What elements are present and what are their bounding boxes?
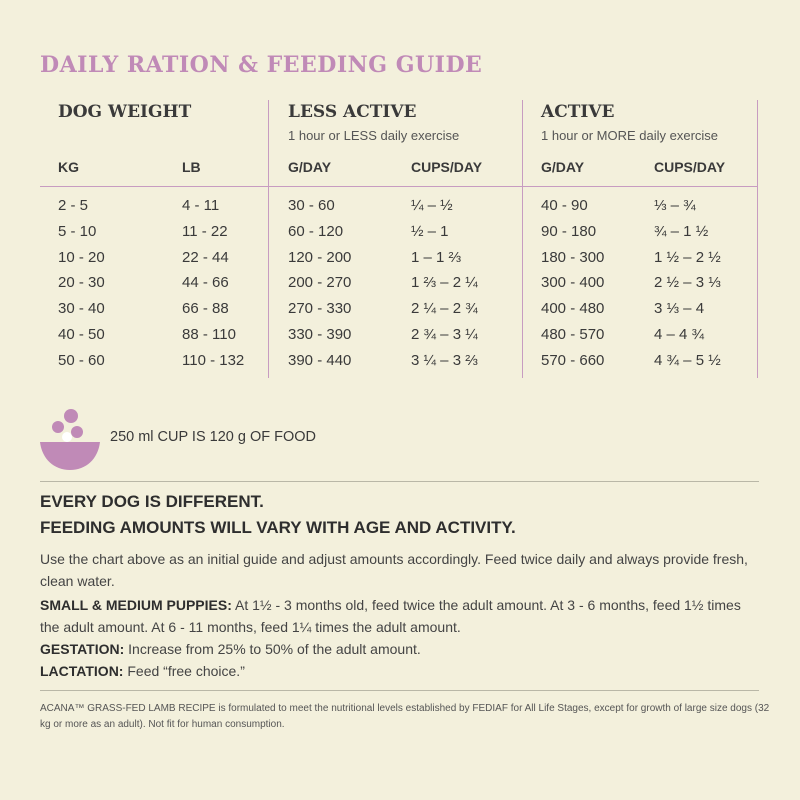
cell-active-g: 180 - 300: [541, 248, 605, 266]
headline-every-dog: EVERY DOG IS DIFFERENT.: [40, 492, 264, 511]
cell-less-active-cups: ½ – 1: [411, 222, 449, 240]
cell-active-cups: 1 ½ – 2 ½: [654, 248, 721, 266]
cell-active-g: 300 - 400: [541, 274, 605, 292]
cell-kg: 40 - 50: [58, 325, 105, 343]
cell-lb: 110 - 132: [182, 351, 245, 369]
page-title: DAILY RATION & FEEDING GUIDE: [40, 52, 483, 78]
column-divider: [522, 100, 523, 378]
cell-less-active-cups: 1 ⅔ – 2 ¼: [411, 274, 478, 292]
cell-active-g: 40 - 90: [541, 197, 588, 214]
cell-less-active-g: 390 - 440: [288, 351, 352, 369]
cell-kg: 30 - 40: [58, 300, 105, 318]
column-active-cups: ⅓ – ¾ ¾ – 1 ½ 1 ½ – 2 ½ 2 ½ – 3 ⅓ 3 ⅓ – …: [654, 196, 721, 377]
less-active-heading: LESS ACTIVE: [288, 102, 417, 122]
dog-weight-heading: DOG WEIGHT: [58, 102, 192, 122]
puppies-paragraph: SMALL & MEDIUM PUPPIES: At 1½ - 3 months…: [40, 594, 760, 638]
feeding-table: DOG WEIGHT LESS ACTIVE 1 hour or LESS da…: [40, 100, 758, 378]
cell-kg: 2 - 5: [58, 197, 89, 214]
column-divider: [268, 100, 269, 378]
cell-active-cups: 3 ⅓ – 4: [654, 300, 705, 318]
cell-less-active-cups: 2 ¾ – 3 ¼: [411, 325, 478, 343]
cell-lb: 66 - 88: [182, 300, 229, 318]
lactation-text: Feed “free choice.”: [123, 663, 245, 679]
cell-less-active-g: 120 - 200: [288, 248, 352, 266]
active-heading: ACTIVE: [541, 102, 615, 122]
column-header-lb: LB: [182, 159, 201, 175]
food-bowl-icon: [40, 409, 100, 470]
cell-less-active-cups: ¼ – ½: [411, 197, 453, 214]
cell-less-active-g: 270 - 330: [288, 300, 352, 318]
cell-active-g: 480 - 570: [541, 325, 605, 343]
active-subtitle: 1 hour or MORE daily exercise: [541, 128, 719, 143]
cell-lb: 11 - 22: [182, 222, 228, 240]
less-active-subtitle: 1 hour or LESS daily exercise: [288, 128, 460, 143]
puppies-label: SMALL & MEDIUM PUPPIES:: [40, 597, 232, 613]
cell-kg: 20 - 30: [58, 274, 105, 292]
cell-active-cups: 4 – 4 ¾: [654, 325, 705, 343]
cell-active-cups: ¾ – 1 ½: [654, 222, 709, 240]
puppies-text: At 1½ - 3 months old, feed twice the adu…: [40, 597, 741, 635]
cell-lb: 44 - 66: [182, 274, 229, 292]
cell-lb: 22 - 44: [182, 248, 229, 266]
cell-less-active-g: 60 - 120: [288, 222, 344, 240]
column-less-active-g: 30 - 60 60 - 120 120 - 200 200 - 270 270…: [288, 196, 351, 377]
cell-less-active-cups: 3 ¼ – 3 ⅔: [411, 351, 478, 369]
column-header-kg: KG: [58, 159, 79, 175]
intro-paragraph: Use the chart above as an initial guide …: [40, 551, 748, 589]
cell-lb: 88 - 110: [182, 325, 236, 343]
column-less-active-cups: ¼ – ½ ½ – 1 1 – 1 ⅔ 1 ⅔ – 2 ¼ 2 ¼ – 2 ¾ …: [411, 196, 478, 377]
lactation-label: LACTATION:: [40, 663, 124, 679]
column-lb: 4 - 11 11 - 22 22 - 44 44 - 66 66 - 88 8…: [182, 196, 244, 377]
cell-active-g: 400 - 480: [541, 300, 605, 318]
fine-print: ACANA™ GRASS-FED LAMB RECIPE is formulat…: [40, 703, 770, 730]
cell-less-active-g: 330 - 390: [288, 325, 352, 343]
cell-less-active-g: 200 - 270: [288, 274, 352, 292]
column-header-active-cups: CUPS/DAY: [654, 159, 726, 175]
cell-less-active-g: 30 - 60: [288, 197, 335, 214]
cell-active-g: 570 - 660: [541, 351, 605, 369]
cell-kg: 50 - 60: [58, 351, 105, 369]
headline-feeding-amounts: FEEDING AMOUNTS WILL VARY WITH AGE AND A…: [40, 518, 516, 537]
cell-active-cups: 4 ¾ – 5 ½: [654, 351, 721, 369]
column-header-less-active-cups: CUPS/DAY: [411, 159, 483, 175]
cell-kg: 10 - 20: [58, 248, 105, 266]
column-divider: [757, 100, 758, 378]
cell-lb: 4 - 11: [182, 197, 220, 214]
section-divider: [40, 481, 759, 482]
column-active-g: 40 - 90 90 - 180 180 - 300 300 - 400 400…: [541, 196, 604, 377]
column-header-less-active-g: G/DAY: [288, 159, 332, 175]
cell-less-active-cups: 1 – 1 ⅔: [411, 248, 462, 266]
gestation-paragraph: GESTATION: Increase from 25% to 50% of t…: [40, 638, 760, 660]
gestation-text: Increase from 25% to 50% of the adult am…: [124, 641, 421, 657]
section-divider: [40, 690, 759, 691]
cell-kg: 5 - 10: [58, 222, 97, 240]
column-header-active-g: G/DAY: [541, 159, 585, 175]
cell-active-g: 90 - 180: [541, 222, 597, 240]
cell-active-cups: 2 ½ – 3 ⅓: [654, 274, 721, 292]
column-kg: 2 - 5 5 - 10 10 - 20 20 - 30 30 - 40 40 …: [58, 196, 105, 377]
lactation-paragraph: LACTATION: Feed “free choice.”: [40, 660, 760, 682]
gestation-label: GESTATION:: [40, 641, 125, 657]
cup-measure-note: 250 ml CUP IS 120 g OF FOOD: [110, 429, 317, 445]
cell-active-cups: ⅓ – ¾: [654, 197, 696, 214]
header-rule: [40, 186, 758, 187]
cell-less-active-cups: 2 ¼ – 2 ¾: [411, 300, 478, 318]
